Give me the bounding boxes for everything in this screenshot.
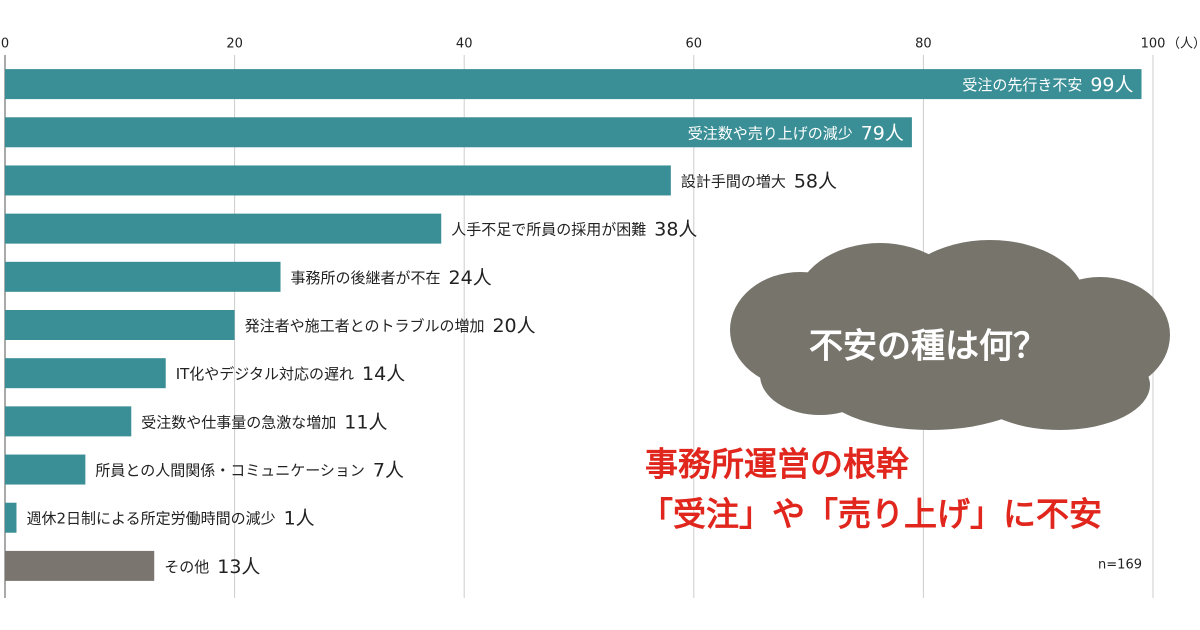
bar-label: 人手不足で所員の採用が困難 38人 xyxy=(451,218,697,240)
bar-label: 受注数や売り上げの減少 79人 xyxy=(688,122,904,144)
category-label: その他 xyxy=(164,557,209,575)
value-label: 7人 xyxy=(373,459,404,481)
x-tick-label: 100 xyxy=(1141,37,1166,52)
value-label: 13人 xyxy=(217,555,260,577)
bar-label: 事務所の後継者が不在 24人 xyxy=(291,266,492,288)
value-label: 38人 xyxy=(654,218,697,240)
category-label: 週休2日制による所定労働時間の減少 xyxy=(26,509,275,527)
bar xyxy=(5,358,166,389)
x-tick-label: 20 xyxy=(226,37,243,52)
category-label: 受注数や仕事量の急激な増加 xyxy=(141,413,336,431)
value-label: 99人 xyxy=(1090,74,1133,96)
bar xyxy=(5,406,132,437)
bar xyxy=(5,310,235,340)
category-label: 所員との人間関係・コミュニケーション xyxy=(95,461,365,479)
category-label: 事務所の後継者が不在 xyxy=(291,268,441,286)
bar xyxy=(5,213,442,244)
x-tick-label: 0 xyxy=(1,37,9,52)
bar xyxy=(5,261,281,292)
bar-label: 発注者や施工者とのトラブルの増加 20人 xyxy=(245,315,536,337)
value-label: 11人 xyxy=(344,411,387,433)
category-label: 受注の先行き不安 xyxy=(962,76,1082,94)
bar xyxy=(5,502,17,533)
cloud-text: 不安の種は何？ xyxy=(809,327,1047,367)
bar-label: IT化やデジタル対応の遅れ 14人 xyxy=(176,363,405,385)
bar xyxy=(5,117,912,148)
x-unit: （人） xyxy=(1167,37,1200,52)
value-label: 1人 xyxy=(284,507,315,529)
bar-label: その他 13人 xyxy=(164,555,260,577)
note: n=169 xyxy=(1098,558,1142,573)
category-label: 受注数や売り上げの減少 xyxy=(688,124,853,142)
category-label: 設計手間の増大 xyxy=(681,172,786,190)
bar-label: 受注数や仕事量の急激な増加 11人 xyxy=(141,411,387,433)
x-tick-label: 80 xyxy=(915,37,932,52)
value-label: 58人 xyxy=(794,170,837,192)
x-tick-label: 40 xyxy=(456,37,473,52)
cloud xyxy=(730,240,1170,430)
bar xyxy=(5,165,671,196)
bar-label: 受注の先行き不安 99人 xyxy=(962,74,1133,96)
value-label: 20人 xyxy=(492,315,535,337)
value-label: 24人 xyxy=(449,266,492,288)
headline: 事務所運営の根幹 xyxy=(645,445,910,484)
x-tick-label: 60 xyxy=(686,37,703,52)
category-label: 人手不足で所員の採用が困難 xyxy=(451,220,646,238)
category-label: IT化やデジタル対応の遅れ xyxy=(176,365,354,383)
value-label: 14人 xyxy=(362,363,405,385)
category-label: 発注者や施工者とのトラブルの増加 xyxy=(245,317,485,335)
bar xyxy=(5,454,86,485)
bar-label: 設計手間の増大 58人 xyxy=(681,170,837,192)
bar xyxy=(5,550,155,581)
bar xyxy=(5,69,1142,100)
bar-label: 週休2日制による所定労働時間の減少 1人 xyxy=(26,507,314,529)
bar-label: 所員との人間関係・コミュニケーション 7人 xyxy=(95,459,404,481)
headline: 「受注」や「売り上げ」に不安 xyxy=(640,495,1102,534)
value-label: 79人 xyxy=(861,122,904,144)
